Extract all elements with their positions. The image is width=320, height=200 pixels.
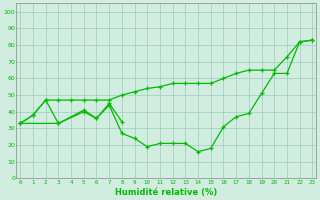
X-axis label: Humidité relative (%): Humidité relative (%) [115, 188, 218, 197]
